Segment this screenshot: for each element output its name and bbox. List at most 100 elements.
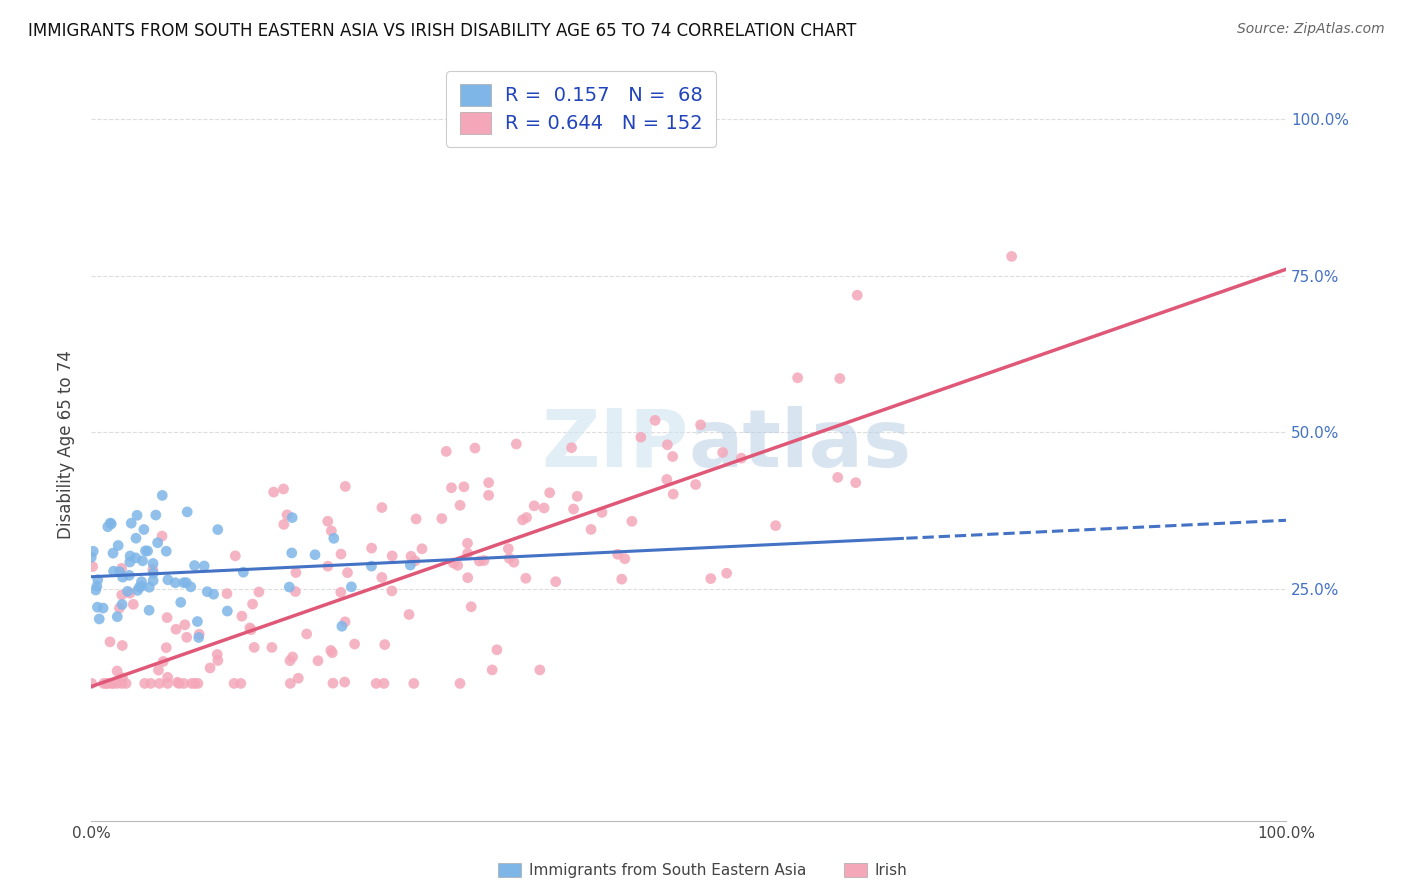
Point [322, 676, 344, 690]
Point [118, 568, 141, 582]
Point [155, 544, 177, 558]
Point [111, 671, 134, 685]
Point [239, 621, 262, 635]
Point [321, 524, 343, 538]
Point [284, 584, 307, 599]
Point [247, 585, 270, 599]
Point [128, 580, 150, 594]
Point [464, 441, 486, 455]
Point [321, 646, 343, 660]
Point [280, 546, 302, 560]
Point [457, 571, 479, 585]
Point [515, 571, 537, 585]
Point [207, 653, 229, 667]
Point [105, 676, 128, 690]
Text: IMMIGRANTS FROM SOUTH EASTERN ASIA VS IRISH DISABILITY AGE 65 TO 74 CORRELATION : IMMIGRANTS FROM SOUTH EASTERN ASIA VS IR… [28, 22, 856, 40]
Point [449, 498, 471, 512]
Point [402, 676, 425, 690]
Text: atlas: atlas [689, 406, 911, 484]
Point [125, 531, 148, 545]
Point [118, 555, 141, 569]
Point [579, 523, 602, 537]
Point [173, 676, 195, 690]
Point [685, 477, 707, 491]
Text: ZIP: ZIP [541, 406, 689, 484]
Point [111, 676, 134, 690]
Point [156, 610, 179, 624]
Point [100, 676, 122, 690]
Point [538, 485, 561, 500]
Point [457, 536, 479, 550]
Point [224, 549, 246, 563]
Point [319, 643, 342, 657]
Point [1001, 249, 1024, 263]
Point [335, 479, 357, 493]
Point [131, 554, 153, 568]
Point [215, 586, 238, 600]
Point [142, 563, 165, 577]
Point [120, 516, 142, 531]
Point [340, 580, 363, 594]
Point [242, 597, 264, 611]
Point [381, 549, 404, 563]
Point [441, 556, 464, 570]
Point [166, 675, 188, 690]
Point [373, 676, 395, 690]
Point [111, 639, 134, 653]
Point [134, 544, 156, 558]
Point [134, 676, 156, 690]
Point [263, 485, 285, 500]
Point [103, 564, 125, 578]
Point [278, 676, 301, 690]
Point [132, 523, 155, 537]
Point [273, 517, 295, 532]
Point [86, 600, 108, 615]
Point [700, 572, 723, 586]
Point [278, 580, 301, 594]
Point [278, 654, 301, 668]
Point [287, 671, 309, 685]
Point [111, 570, 134, 584]
Point [329, 585, 352, 599]
Point [156, 676, 179, 690]
Point [207, 523, 229, 537]
Point [316, 559, 339, 574]
Point [240, 623, 263, 637]
Point [87, 573, 110, 587]
Point [828, 371, 851, 385]
Point [620, 514, 643, 528]
Point [655, 473, 678, 487]
Point [91, 601, 114, 615]
Point [103, 676, 125, 690]
Point [97, 520, 120, 534]
Point [281, 510, 304, 524]
Point [111, 561, 134, 575]
Point [202, 587, 225, 601]
Point [198, 661, 221, 675]
Point [165, 575, 187, 590]
Legend: Immigrants from South Eastern Asia, Irish: Immigrants from South Eastern Asia, Iris… [492, 856, 914, 884]
Point [187, 676, 209, 690]
Point [174, 575, 197, 590]
Point [117, 584, 139, 599]
Point [195, 584, 218, 599]
Point [183, 558, 205, 573]
Point [125, 508, 148, 523]
Point [398, 607, 420, 622]
Point [150, 488, 173, 502]
Point [118, 586, 141, 600]
Point [146, 535, 169, 549]
Point [399, 558, 422, 573]
Point [120, 549, 142, 563]
Point [533, 500, 555, 515]
Point [156, 573, 179, 587]
Point [516, 510, 538, 524]
Point [644, 413, 666, 427]
Point [93, 676, 115, 690]
Point [180, 676, 202, 690]
Point [108, 565, 131, 579]
Point [606, 547, 628, 561]
Point [173, 617, 195, 632]
Point [80, 550, 103, 565]
Point [330, 547, 353, 561]
